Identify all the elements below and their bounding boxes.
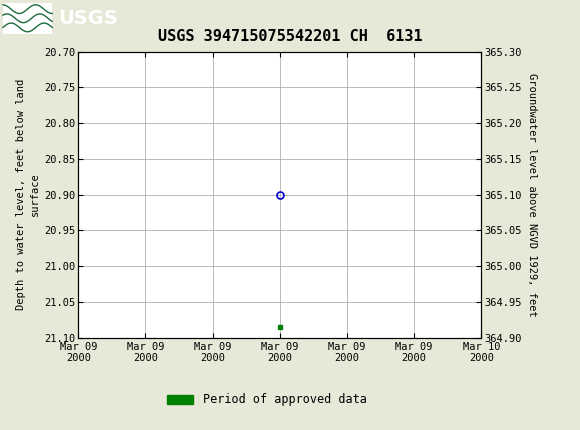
Text: USGS: USGS (58, 9, 118, 28)
Y-axis label: Depth to water level, feet below land
surface: Depth to water level, feet below land su… (16, 79, 40, 310)
Y-axis label: Groundwater level above NGVD 1929, feet: Groundwater level above NGVD 1929, feet (527, 73, 537, 316)
Legend: Period of approved data: Period of approved data (162, 389, 371, 411)
Text: USGS 394715075542201 CH  6131: USGS 394715075542201 CH 6131 (158, 29, 422, 44)
FancyBboxPatch shape (3, 3, 52, 34)
